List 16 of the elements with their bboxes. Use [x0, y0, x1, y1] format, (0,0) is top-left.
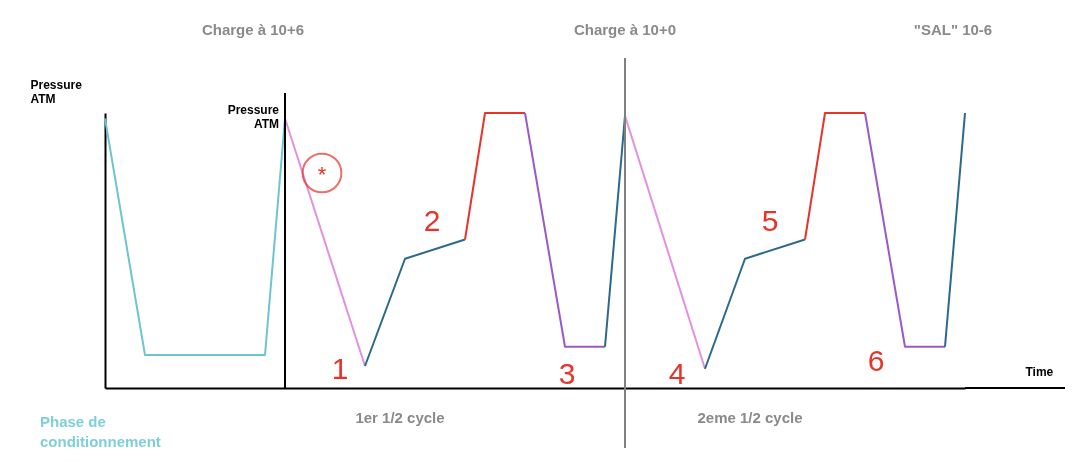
x-axis-title: Time: [1025, 364, 1054, 379]
annotation: 3: [558, 357, 576, 390]
text: Charge à 10+6: [201, 21, 305, 38]
text: 1er 1/2 cycle: [355, 409, 445, 426]
annotation: 2: [423, 204, 441, 237]
annotation: 5: [761, 204, 779, 237]
annotation: Pressure ATM: [227, 103, 280, 131]
annotation: 6: [867, 344, 885, 377]
annotation: *: [317, 162, 327, 187]
text: 2eme 1/2 cycle: [697, 409, 803, 426]
annotation: 1: [331, 352, 349, 385]
text: "SAL" 10-6: [913, 21, 993, 38]
text: Charge à 10+0: [573, 21, 677, 38]
y-axis-title: Pressure ATM: [30, 77, 83, 106]
text: Phase de conditionnement: [40, 413, 161, 450]
annotation: 4: [668, 357, 686, 390]
